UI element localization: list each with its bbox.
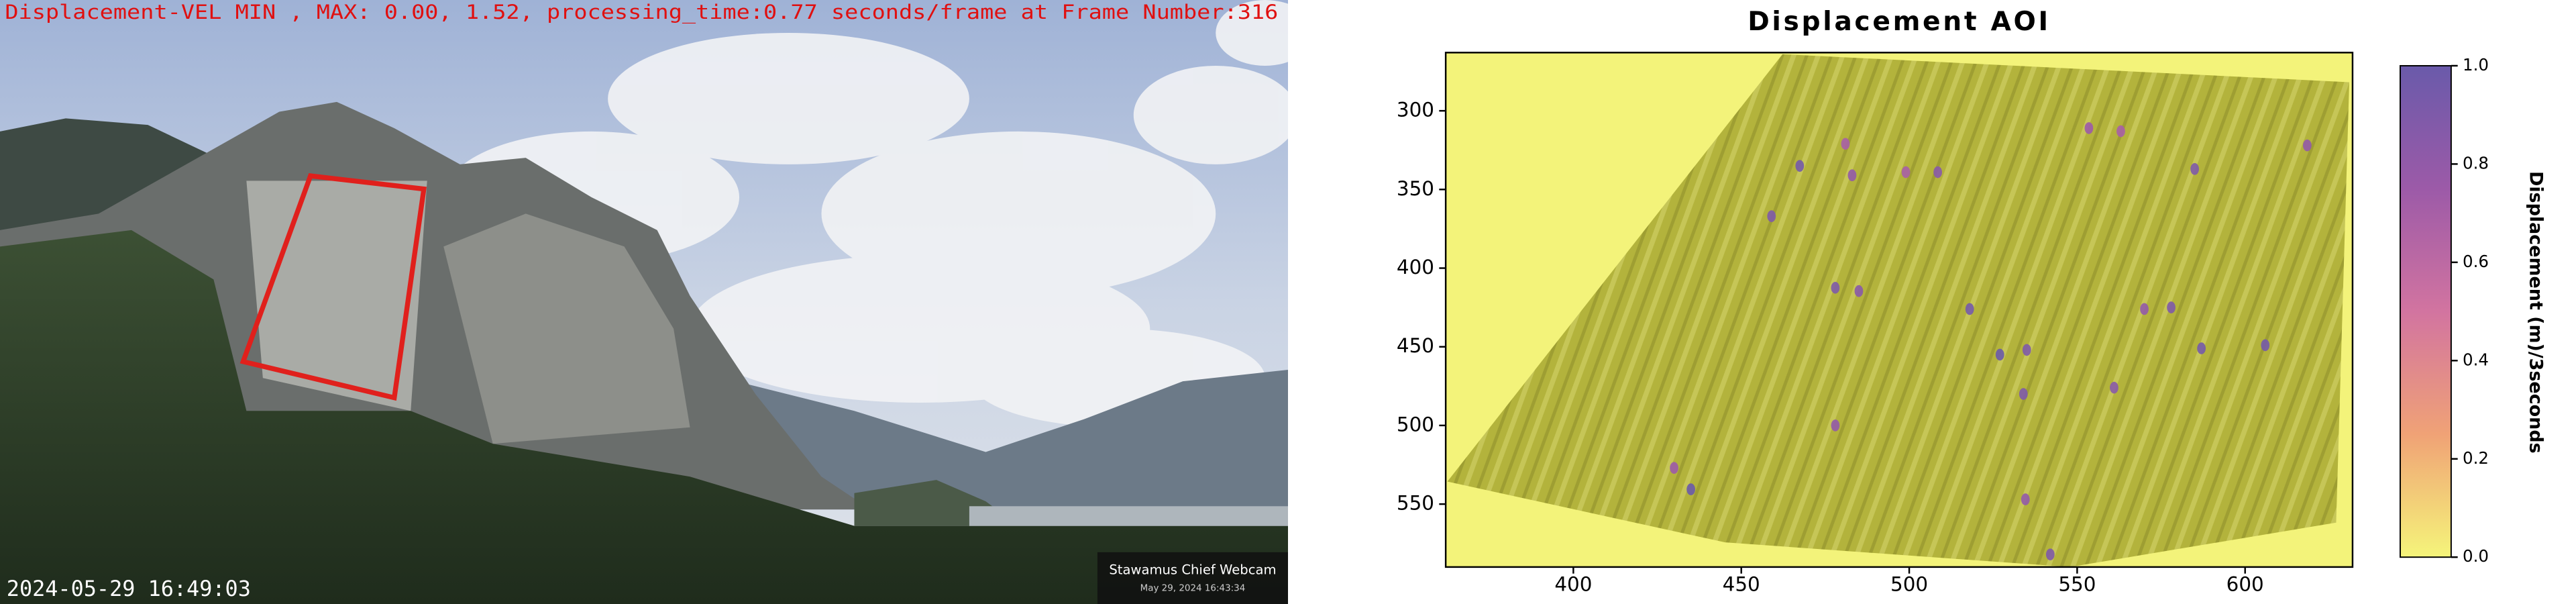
displacement-spot [1854, 285, 1864, 297]
y-tick-label: 400 [1397, 256, 1434, 279]
displacement-spot [1847, 169, 1857, 182]
colorbar-label: Displacement (m)/3seconds [2525, 171, 2546, 454]
badge-title: Stawamus Chief Webcam [1109, 562, 1276, 577]
displacement-spot [2110, 381, 2118, 394]
plot: Displacement AOI Displacement (m)/3secon… [1444, 7, 2546, 568]
displacement-spot [1933, 166, 1942, 179]
displacement-spot [1686, 483, 1695, 495]
timestamp: 2024-05-29 16:49:03 [7, 576, 251, 601]
x-tick-label: 400 [1554, 572, 1592, 595]
plot-frame [1444, 52, 2354, 568]
colorbar-tick-label: 0.8 [2463, 153, 2489, 172]
displacement-spot [1831, 419, 1840, 432]
webcam-image: Stawamus Chief Webcam May 29, 2024 16:43… [0, 0, 1288, 604]
displacement-spot [2190, 163, 2199, 175]
status-text: Displacement-VEL MIN , MAX: 0.00, 1.52, … [5, 1, 1278, 24]
colorbar-tick-label: 0.6 [2463, 252, 2489, 271]
colorbar-tick-label: 0.4 [2463, 350, 2489, 369]
displacement-spot [2140, 303, 2149, 315]
badge-date: May 29, 2024 16:43:34 [1140, 584, 1246, 594]
colorbar-tick-label: 0.0 [2463, 546, 2489, 566]
colorbar-tick-label: 0.2 [2463, 448, 2489, 468]
y-tick-label: 500 [1397, 413, 1434, 436]
displacement-spot [2019, 388, 2028, 400]
colorbar [2399, 64, 2452, 558]
displacement-spot [2302, 139, 2312, 152]
displacement-spot [2261, 339, 2270, 352]
badge [1097, 552, 1288, 604]
displacement-spot [1841, 138, 1850, 150]
surface [1447, 54, 2350, 567]
displacement-spot [2084, 122, 2094, 134]
displacement-spot [2197, 342, 2206, 354]
aoi-outline [239, 173, 427, 401]
displacement-spot [2022, 344, 2031, 356]
displacement-spot [1767, 210, 1776, 222]
displacement-spot [2045, 548, 2055, 560]
displacement-spot [1795, 160, 1805, 172]
displacement-spot [2021, 493, 2030, 505]
displacement-spot [1965, 303, 1974, 315]
x-tick-label: 550 [2058, 572, 2096, 595]
y-tick-label: 300 [1397, 99, 1434, 121]
colorbar-tick-label: 1.0 [2463, 55, 2489, 74]
displacement-spot [2116, 125, 2125, 138]
y-tick-label: 450 [1397, 334, 1434, 357]
x-tick-label: 600 [2226, 572, 2264, 595]
displacement-spot [2167, 301, 2176, 313]
displacement-spot [1995, 348, 2004, 361]
chart-title: Displacement AOI [1748, 7, 2051, 37]
y-tick-label: 550 [1397, 492, 1434, 515]
displacement-spot [1670, 462, 1678, 474]
x-tick-label: 450 [1723, 572, 1760, 595]
y-tick-label: 350 [1397, 177, 1434, 200]
x-tick-label: 500 [1890, 572, 1928, 595]
displacement-spot [1901, 166, 1911, 179]
displacement-spot [1831, 281, 1840, 294]
